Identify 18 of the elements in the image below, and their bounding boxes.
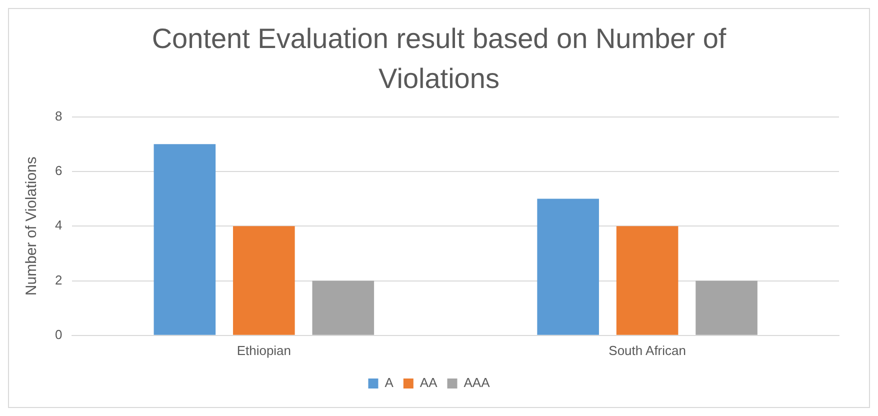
- y-tick-label: 8: [54, 108, 62, 124]
- y-tick-label: 4: [54, 218, 62, 233]
- bar: [616, 226, 678, 335]
- bar: [537, 198, 599, 335]
- bar: [233, 226, 295, 335]
- y-tick-label: 6: [54, 163, 62, 178]
- bar: [312, 280, 374, 335]
- chart-title: Content Evaluation result based on Number of Violations: [150, 22, 728, 96]
- legend-label: A: [384, 375, 394, 390]
- bar: [696, 280, 758, 335]
- y-tick-label: 2: [54, 272, 62, 288]
- legend-label: AAA: [464, 375, 490, 390]
- legend-label: AA: [420, 375, 438, 390]
- bar: [154, 144, 216, 335]
- y-tick-label: 0: [54, 326, 62, 342]
- y-axis-title: Number of Violations: [23, 156, 40, 296]
- x-tick-label: Ethiopian: [236, 342, 292, 358]
- x-tick-label: South African: [608, 342, 686, 358]
